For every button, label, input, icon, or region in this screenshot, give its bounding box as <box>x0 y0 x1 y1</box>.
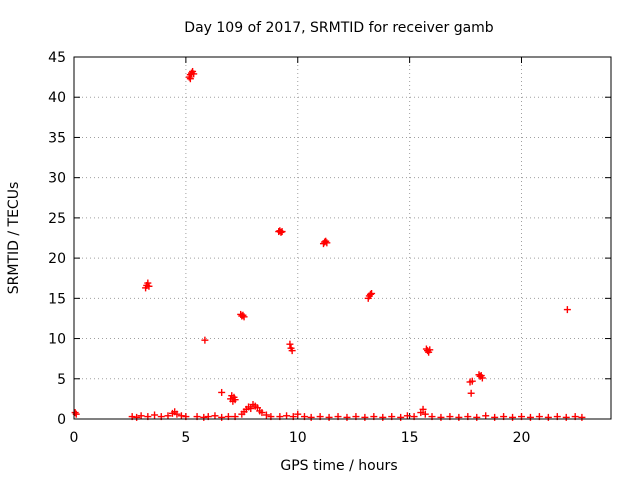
y-tick-label: 25 <box>48 211 66 227</box>
data-point <box>283 412 291 420</box>
data-point <box>361 413 369 421</box>
x-tick-label: 20 <box>513 430 531 446</box>
data-point <box>151 411 159 419</box>
data-point <box>491 413 499 421</box>
data-point <box>526 413 534 421</box>
data-point <box>563 306 571 314</box>
y-tick-label: 45 <box>48 50 66 66</box>
data-point <box>419 405 427 413</box>
data-point <box>173 410 181 418</box>
data-point <box>258 409 266 417</box>
data-point <box>421 410 429 418</box>
x-tick-label: 15 <box>401 430 419 446</box>
x-tick-label: 0 <box>70 430 79 446</box>
data-point <box>200 413 208 421</box>
y-tick-label: 30 <box>48 171 66 187</box>
data-point <box>307 413 315 421</box>
data-point <box>144 279 152 287</box>
y-tick-label: 10 <box>48 332 66 348</box>
y-tick-label: 15 <box>48 291 66 307</box>
data-point <box>186 75 194 83</box>
data-point <box>201 336 209 344</box>
data-point <box>240 313 248 321</box>
data-point <box>286 340 294 348</box>
data-point <box>294 410 302 418</box>
data-point <box>71 409 79 417</box>
data-point <box>343 413 351 421</box>
data-point <box>145 282 153 290</box>
plot-frame <box>73 56 612 420</box>
x-axis-label: GPS time / hours <box>280 458 397 474</box>
data-point <box>322 237 330 245</box>
data-point <box>190 70 198 78</box>
grid <box>74 57 611 419</box>
y-tick-label: 5 <box>57 372 66 388</box>
data-point <box>368 290 376 298</box>
data-point <box>164 412 172 420</box>
data-point <box>379 413 387 421</box>
data-point <box>403 412 411 420</box>
x-tick-label: 5 <box>181 430 190 446</box>
data-point <box>544 413 552 421</box>
data-point <box>426 346 434 354</box>
data-point <box>218 413 226 421</box>
data-point <box>397 413 405 421</box>
chart-title: Day 109 of 2017, SRMTID for receiver gam… <box>184 20 494 36</box>
data-point <box>482 412 490 420</box>
data-point <box>288 347 296 355</box>
data-point <box>478 374 486 382</box>
data-point <box>247 405 255 413</box>
data-point <box>137 412 145 420</box>
data-point <box>278 228 286 236</box>
data-point <box>509 413 517 421</box>
data-points <box>71 67 586 421</box>
y-tick-label: 35 <box>48 130 66 146</box>
data-point <box>473 413 481 421</box>
data-point <box>177 412 185 420</box>
data-point <box>211 412 219 420</box>
data-point <box>239 311 247 319</box>
data-point <box>467 389 475 397</box>
data-point <box>262 411 270 419</box>
data-point <box>323 239 331 247</box>
data-point <box>562 413 570 421</box>
data-point <box>468 377 476 385</box>
data-point <box>437 413 445 421</box>
x-tick-label: 10 <box>289 430 307 446</box>
data-point <box>578 413 586 421</box>
y-tick-label: 40 <box>48 90 66 106</box>
data-point <box>218 388 226 396</box>
y-tick-label: 20 <box>48 251 66 267</box>
axes: 0 5 10 15 20 25 30 35 40 45 0 5 10 15 20 <box>48 50 611 446</box>
y-axis-label: SRMTID / TECUs <box>6 182 22 295</box>
data-point <box>231 396 239 404</box>
y-tick-label: 0 <box>57 412 66 428</box>
data-point <box>325 413 333 421</box>
data-point <box>133 413 141 421</box>
data-point <box>277 228 285 236</box>
data-point <box>366 290 374 298</box>
data-point <box>455 413 463 421</box>
